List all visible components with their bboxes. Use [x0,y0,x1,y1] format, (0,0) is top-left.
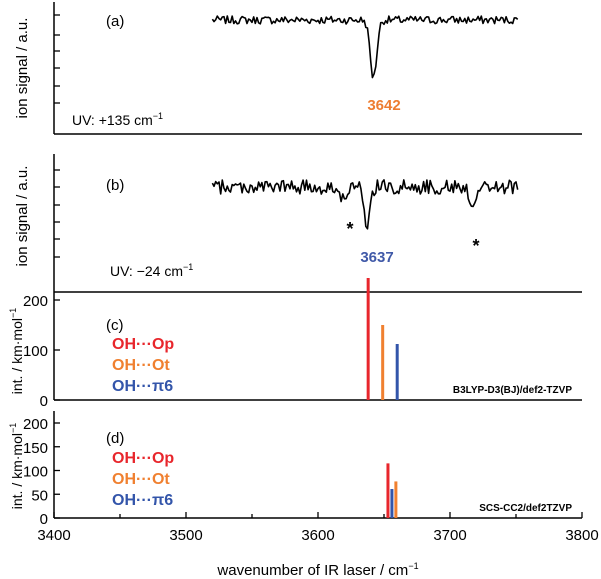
panel-b-ylabel: ion signal / a.u. [14,166,31,267]
bar-ohot [381,325,385,400]
panel-d-ylabel: int. / km·mol−1 [8,423,25,510]
panel-b-peak-label: 3637 [360,249,393,266]
y-tick-label: 100 [23,343,48,360]
x-tick-label: 3700 [433,527,466,544]
panel-d-bars [386,463,398,518]
panel-b: (b) UV: −24 cm−1 3637 * * ion signal / a… [14,154,519,292]
panel-b-letter: (b) [106,177,124,194]
y-tick-label: 150 [23,440,48,457]
legend-entry: OH···Op [112,450,174,467]
x-axis-label: wavenumber of IR laser / cm−1 [216,561,418,579]
panel-a: (a) UV: +135 cm−1 3642 ion signal / a.u. [14,2,582,135]
panel-b-yticks [54,169,60,258]
panel-b-artifact-marker: * [346,219,353,239]
x-tick-label: 3600 [301,527,334,544]
panel-a-uv-label: UV: +135 cm−1 [72,111,163,128]
legend-entry: OH···π6 [112,378,173,395]
panel-d-letter: (d) [106,430,124,447]
panel-c-ylabel: int. / km·mol−1 [8,308,25,395]
panel-d: 0 50 100 150 200 (d) OH···Op OH···Ot OH···π6 S… [8,411,582,528]
y-tick-label: 100 [23,464,48,481]
x-tick-label: 3500 [169,527,202,544]
panel-b-uv-label: UV: −24 cm−1 [110,262,193,279]
x-axis-ticks: 3400 3500 3600 3700 3800 [37,512,599,544]
y-tick-label: 200 [23,293,48,310]
y-tick-label: 0 [40,511,48,528]
panel-c-legend: OH···Op OH···Ot OH···π6 [112,336,174,395]
y-tick-label: 0 [40,393,48,410]
legend-entry: OH···Ot [112,357,170,374]
legend-entry: OH···Op [112,336,174,353]
panel-a-peak-label: 3642 [367,97,400,114]
panel-c-method-label: B3LYP-D3(BJ)/def2-TZVP [453,385,572,396]
bar-ohπ6 [395,344,399,400]
panel-a-spectrum-trace [211,15,519,79]
legend-entry: OH···π6 [112,492,173,509]
panel-a-ylabel: ion signal / a.u. [14,18,31,119]
bar-ohop [366,278,370,400]
panel-b-spectrum-trace [211,179,519,230]
panel-b-artifact-marker: * [472,236,479,256]
legend-entry: OH···Ot [112,471,170,488]
y-tick-label: 200 [23,416,48,433]
y-tick-label: 50 [31,487,48,504]
panel-d-yticks: 0 50 100 150 200 [23,416,60,528]
panel-d-legend: OH···Op OH···Ot OH···π6 [112,450,174,509]
panel-c-bars [366,278,399,400]
panel-c-letter: (c) [106,317,124,334]
x-tick-label: 3400 [37,527,70,544]
x-tick-label: 3800 [565,527,598,544]
panel-c: 0 100 200 (c) OH···Op OH···Ot OH···π6 B3LYP-… [8,278,582,410]
bar-ohπ6 [390,489,394,518]
bar-ohot [394,481,398,518]
panel-a-letter: (a) [106,13,124,30]
panel-d-method-label: SCS-CC2/def2TZVP [479,503,572,514]
bar-ohop [386,463,390,518]
panel-a-yticks [54,14,60,104]
panel-c-yticks: 0 100 200 [23,293,60,410]
